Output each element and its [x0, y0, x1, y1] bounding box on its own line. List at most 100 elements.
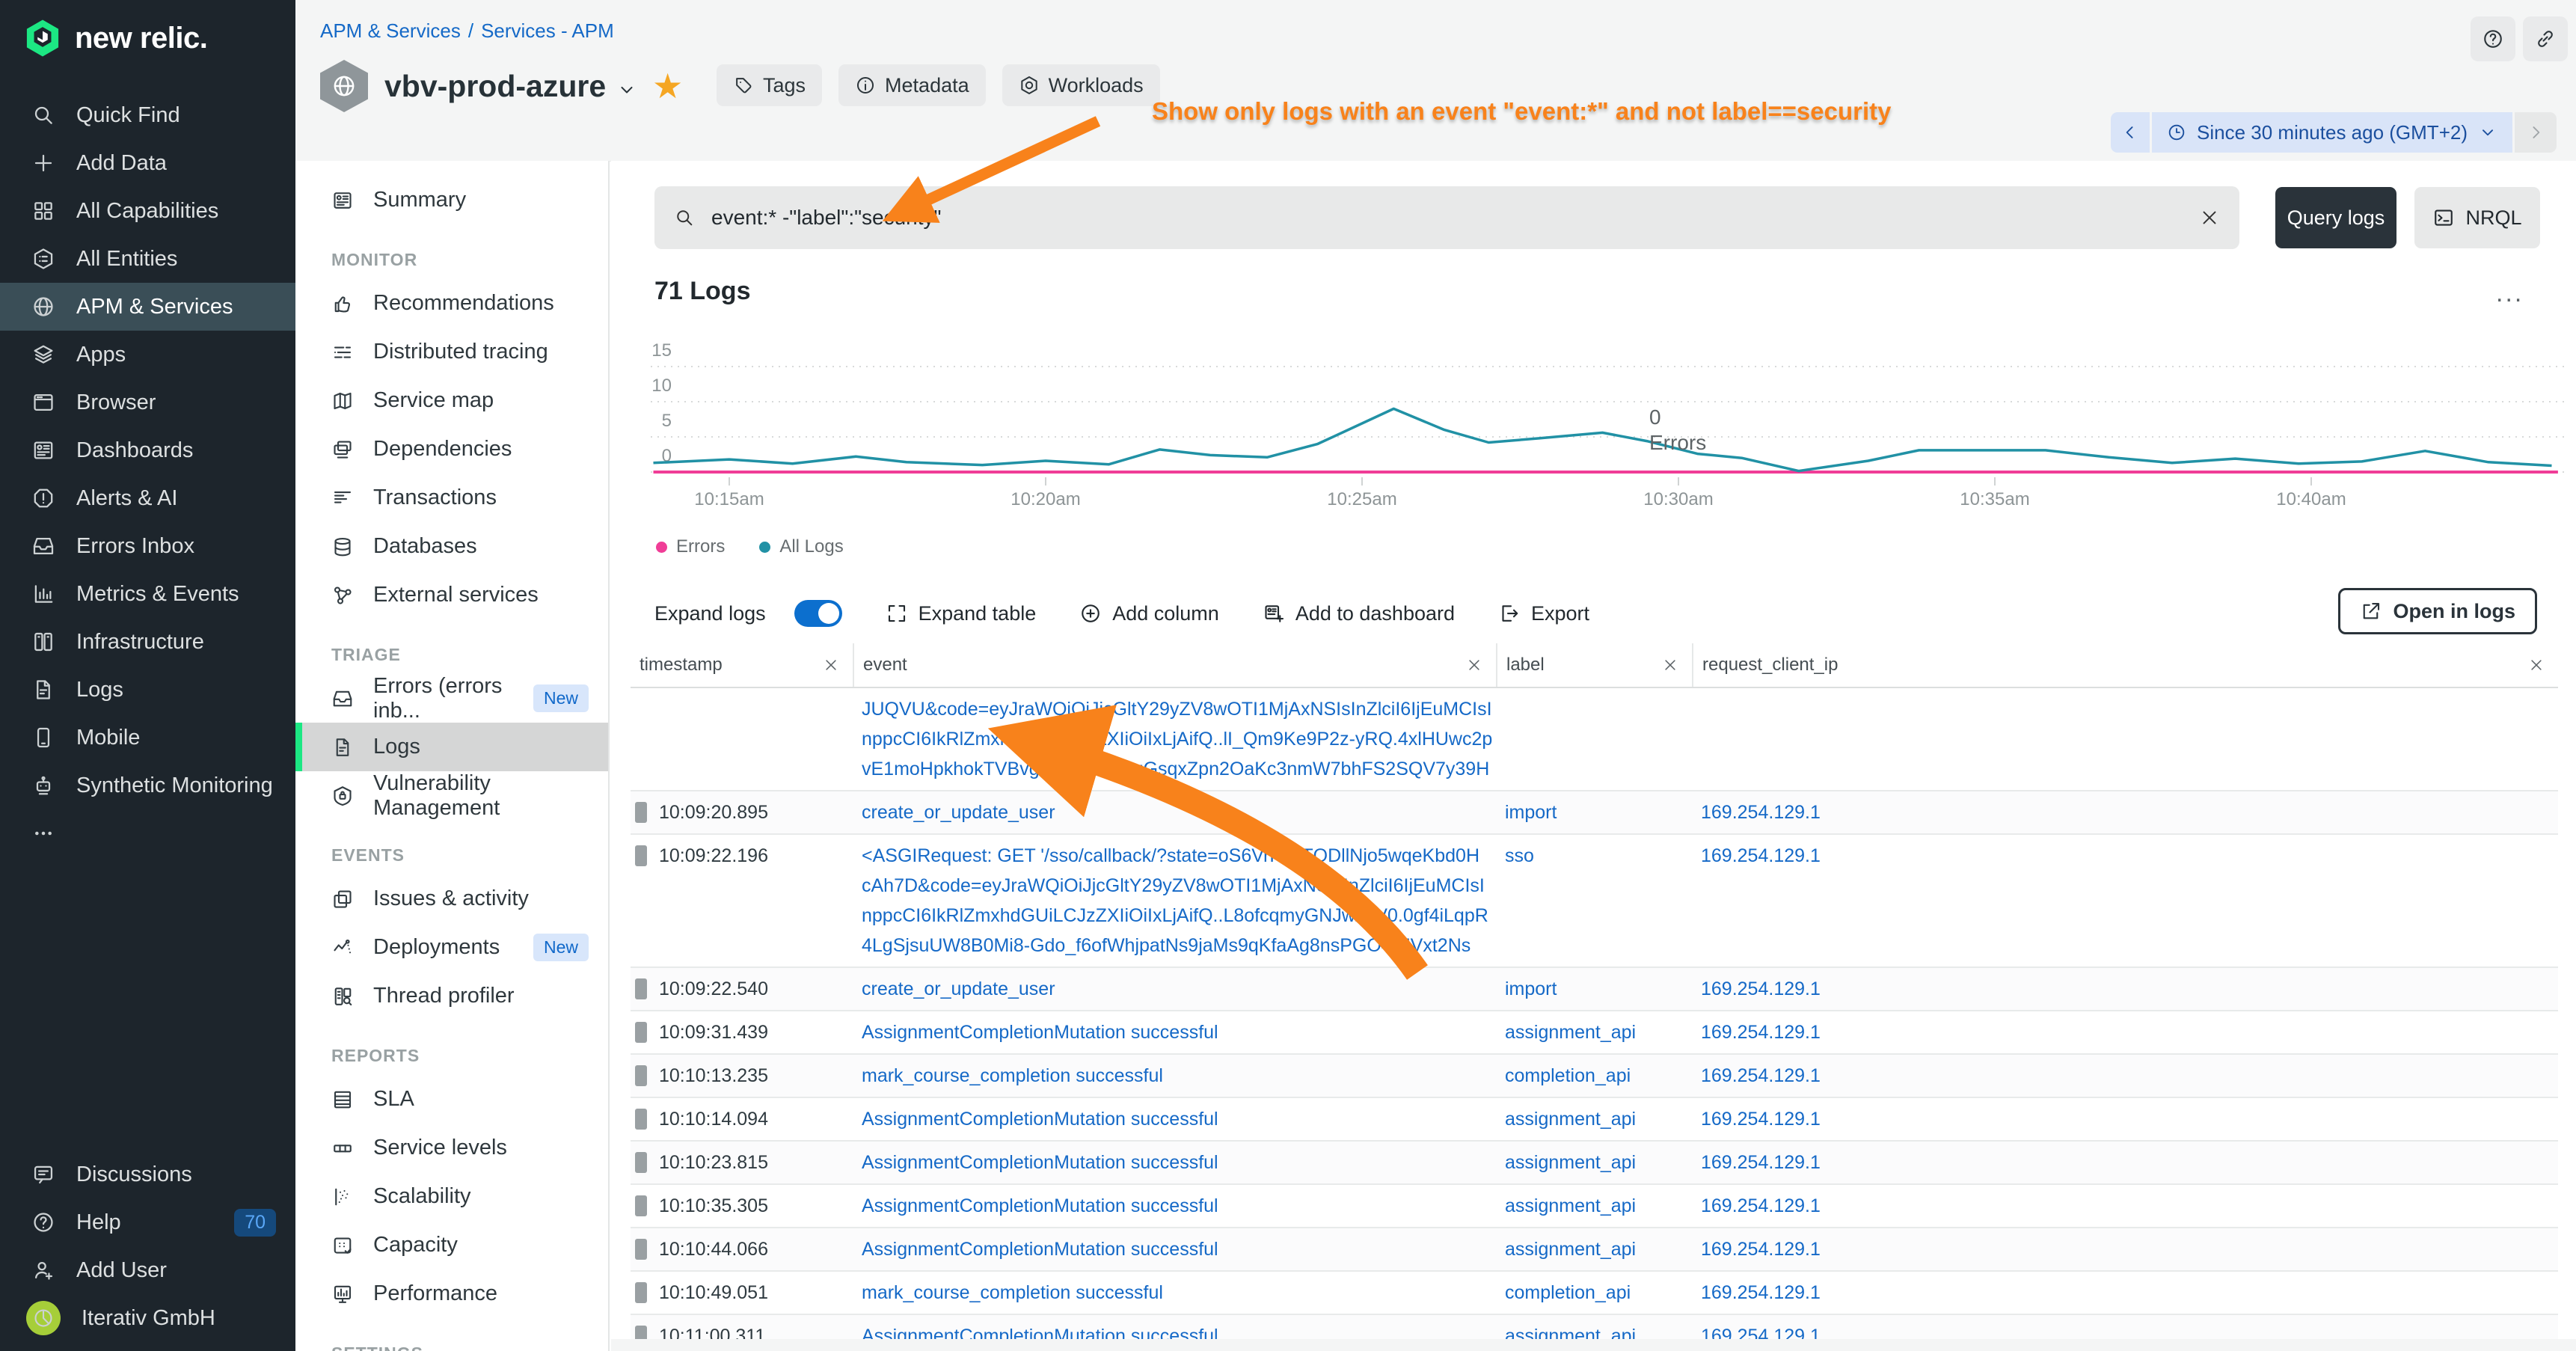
subnav-item-deployments[interactable]: Deployments New	[295, 923, 608, 972]
legend-item-errors[interactable]: Errors	[656, 536, 725, 557]
ip-link[interactable]: 169.254.129.1	[1701, 1282, 1821, 1303]
table-row[interactable]: 10:10:13.235 mark_course_completion succe…	[631, 1055, 2558, 1098]
subnav-item-dependencies[interactable]: Dependencies	[295, 425, 608, 474]
sidebar-item-alerts-ai[interactable]: Alerts & AI	[0, 474, 295, 522]
sidebar-item-browser[interactable]: Browser	[0, 379, 295, 426]
ip-link[interactable]: 169.254.129.1	[1701, 1195, 1821, 1216]
remove-column-icon[interactable]	[823, 657, 839, 673]
expand-logs-toggle[interactable]	[794, 600, 842, 627]
label-link[interactable]: assignment_api	[1505, 1239, 1637, 1260]
subnav-item-vulnerability-management[interactable]: Vulnerability Management	[295, 771, 608, 820]
table-row[interactable]: 10:10:44.066 AssignmentCompletionMutation…	[631, 1228, 2558, 1272]
subnav-item-errors-errors-inb[interactable]: Errors (errors inb... New	[295, 674, 608, 723]
event-link[interactable]: create_or_update_user	[862, 978, 1055, 999]
remove-column-icon[interactable]	[1662, 657, 1678, 673]
event-link[interactable]: create_or_update_user	[862, 802, 1055, 823]
label-link[interactable]: assignment_api	[1505, 1022, 1637, 1043]
sidebar-item-iterativ-gmbh[interactable]: Iterativ GmbH	[0, 1294, 295, 1342]
label-link[interactable]: import	[1505, 802, 1557, 823]
sidebar-item-synthetic-monitoring[interactable]: Synthetic Monitoring	[0, 762, 295, 809]
log-row-marker[interactable]	[635, 1239, 647, 1260]
event-link[interactable]: cAh7D&code=eyJraWQiOiJjcGltY29yZV8wOTI1M…	[862, 875, 1485, 896]
label-link[interactable]: completion_api	[1505, 1065, 1631, 1086]
breadcrumb-link-services[interactable]: Services - APM	[481, 19, 614, 42]
time-forward-button[interactable]	[2515, 112, 2557, 153]
label-link[interactable]: assignment_api	[1505, 1109, 1637, 1130]
sidebar-item-errors-inbox[interactable]: Errors Inbox	[0, 522, 295, 570]
log-row-marker[interactable]	[635, 1195, 647, 1216]
sidebar-item-add-user[interactable]: Add User	[0, 1246, 295, 1294]
log-row-marker[interactable]	[635, 1152, 647, 1173]
time-back-button[interactable]	[2111, 112, 2150, 153]
label-link[interactable]: import	[1505, 978, 1557, 999]
sidebar-item-more[interactable]	[0, 809, 295, 857]
event-link[interactable]: AssignmentCompletionMutation successful	[862, 1239, 1218, 1260]
label-link[interactable]: completion_api	[1505, 1282, 1631, 1303]
subnav-item-external-services[interactable]: External services	[295, 571, 608, 619]
subnav-item-sla[interactable]: SLA	[295, 1075, 608, 1124]
event-link[interactable]: AssignmentCompletionMutation successful	[862, 1152, 1218, 1173]
subnav-item-thread-profiler[interactable]: Thread profiler	[295, 972, 608, 1020]
event-link[interactable]: AssignmentCompletionMutation successful	[862, 1109, 1218, 1130]
event-link[interactable]: mark_course_completion successful	[862, 1065, 1163, 1086]
table-row[interactable]: 10:10:49.051 mark_course_completion succe…	[631, 1272, 2558, 1315]
help-button[interactable]	[2471, 16, 2515, 61]
remove-column-icon[interactable]	[2528, 657, 2545, 673]
copy-link-button[interactable]	[2523, 16, 2568, 61]
log-row-marker[interactable]	[635, 1065, 647, 1086]
table-row[interactable]: 10:09:22.540 create_or_update_user import 1…	[631, 968, 2558, 1011]
column-header-event[interactable]: event	[853, 643, 1496, 687]
log-row-marker[interactable]	[635, 802, 647, 823]
breadcrumb-link-apm[interactable]: APM & Services	[320, 19, 461, 42]
log-row-marker[interactable]	[635, 1282, 647, 1303]
sidebar-item-quick-find[interactable]: Quick Find	[0, 91, 295, 139]
sidebar-item-metrics-events[interactable]: Metrics & Events	[0, 570, 295, 618]
subnav-item-summary[interactable]: Summary	[295, 176, 608, 224]
add-to-dashboard-button[interactable]: Add to dashboard	[1263, 602, 1455, 625]
sidebar-item-apm-services[interactable]: APM & Services	[0, 283, 295, 331]
subnav-item-issues-activity[interactable]: Issues & activity	[295, 874, 608, 923]
column-header-label[interactable]: label	[1496, 643, 1692, 687]
label-link[interactable]: assignment_api	[1505, 1195, 1637, 1216]
ip-link[interactable]: 169.254.129.1	[1701, 978, 1821, 999]
ip-link[interactable]: 169.254.129.1	[1701, 1152, 1821, 1173]
log-query-input[interactable]: event:* -"label":"security"	[654, 186, 2239, 249]
sidebar-item-logs[interactable]: Logs	[0, 666, 295, 714]
subnav-item-databases[interactable]: Databases	[295, 522, 608, 571]
subnav-item-capacity[interactable]: Capacity	[295, 1221, 608, 1269]
entity-title[interactable]: vbv-prod-azure	[384, 69, 637, 104]
event-link[interactable]: AssignmentCompletionMutation successful	[862, 1022, 1218, 1043]
sidebar-item-help[interactable]: Help 70	[0, 1198, 295, 1246]
sidebar-item-apps[interactable]: Apps	[0, 331, 295, 379]
sidebar-item-all-capabilities[interactable]: All Capabilities	[0, 187, 295, 235]
subnav-item-service-levels[interactable]: Service levels	[295, 1124, 608, 1172]
expand-table-button[interactable]: Expand table	[886, 602, 1036, 625]
log-row-marker[interactable]	[635, 1022, 647, 1043]
tags-button[interactable]: Tags	[717, 64, 823, 106]
label-link[interactable]: sso	[1505, 845, 1534, 866]
event-link[interactable]: nppcCI6IkRlZmxhdGUiLCJzZXIiOiIxLjAifQ..l…	[862, 729, 1493, 750]
ip-link[interactable]: 169.254.129.1	[1701, 802, 1821, 823]
sidebar-item-add-data[interactable]: Add Data	[0, 139, 295, 187]
table-row[interactable]: 10:10:23.815 AssignmentCompletionMutation…	[631, 1142, 2558, 1185]
log-row-marker[interactable]	[635, 1109, 647, 1130]
column-header-timestamp[interactable]: timestamp	[631, 643, 853, 687]
event-link[interactable]: JUQVU&code=eyJraWQiOiJjcGltY29yZV8wOTI1M…	[862, 699, 1492, 720]
sidebar-item-infrastructure[interactable]: Infrastructure	[0, 618, 295, 666]
sidebar-item-all-entities[interactable]: All Entities	[0, 235, 295, 283]
log-row-marker[interactable]	[635, 978, 647, 999]
table-row[interactable]: 10:10:35.305 AssignmentCompletionMutation…	[631, 1185, 2558, 1228]
sidebar-item-discussions[interactable]: Discussions	[0, 1151, 295, 1198]
table-row[interactable]: JUQVU&code=eyJraWQiOiJjcGltY29yZV8wOTI1M…	[631, 688, 2558, 791]
event-link[interactable]: mark_course_completion successful	[862, 1282, 1163, 1303]
legend-item-all-logs[interactable]: All Logs	[759, 536, 844, 557]
workloads-button[interactable]: Workloads	[1002, 64, 1160, 106]
new-relic-logo[interactable]: new relic.	[22, 18, 208, 58]
subnav-item-recommendations[interactable]: Recommendations	[295, 279, 608, 328]
table-row[interactable]: 10:10:14.094 AssignmentCompletionMutation…	[631, 1098, 2558, 1142]
subnav-item-logs[interactable]: Logs	[295, 723, 608, 771]
event-link[interactable]: <ASGIRequest: GET '/sso/callback/?state=…	[862, 845, 1480, 866]
add-column-button[interactable]: Add column	[1079, 602, 1219, 625]
open-in-logs-button[interactable]: Open in logs	[2338, 588, 2537, 634]
ip-link[interactable]: 169.254.129.1	[1701, 1022, 1821, 1043]
